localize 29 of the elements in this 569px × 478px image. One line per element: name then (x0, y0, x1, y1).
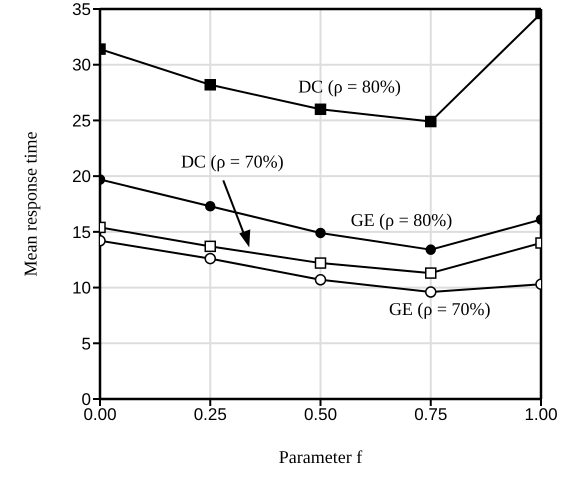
y-tick-label: 25 (72, 111, 91, 130)
point (425, 116, 436, 128)
point (205, 200, 216, 212)
point (204, 79, 216, 91)
x-tick-label: 0.25 (194, 405, 227, 424)
series-label: GE (ρ = 70%) (388, 299, 491, 320)
text: DC (ρ = 70%) (180, 151, 284, 172)
y-tick-label: 10 (72, 278, 91, 298)
point (425, 267, 436, 279)
point (314, 257, 326, 269)
point (204, 240, 216, 252)
point (315, 228, 326, 238)
x-axis-title: Parameter f (278, 447, 362, 467)
series-label: DC (ρ = 80%) (298, 76, 401, 96)
point (314, 104, 326, 116)
x-tick-label: 0.75 (414, 405, 448, 424)
y-tick-label: 5 (82, 334, 91, 354)
point (426, 244, 436, 255)
x-tick-label: 0.50 (304, 405, 338, 424)
y-tick-label: 30 (72, 56, 91, 75)
point (314, 274, 326, 286)
x-tick-label: 1.00 (524, 405, 558, 424)
y-tick-label: 15 (72, 222, 91, 242)
y-tick-label: 20 (72, 167, 91, 186)
y-axis-title: Mean response time (20, 132, 40, 276)
point (204, 252, 216, 264)
point (425, 286, 436, 298)
y-tick-label: 35 (72, 0, 91, 20)
series-label: GE (ρ = 80%) (350, 210, 452, 230)
